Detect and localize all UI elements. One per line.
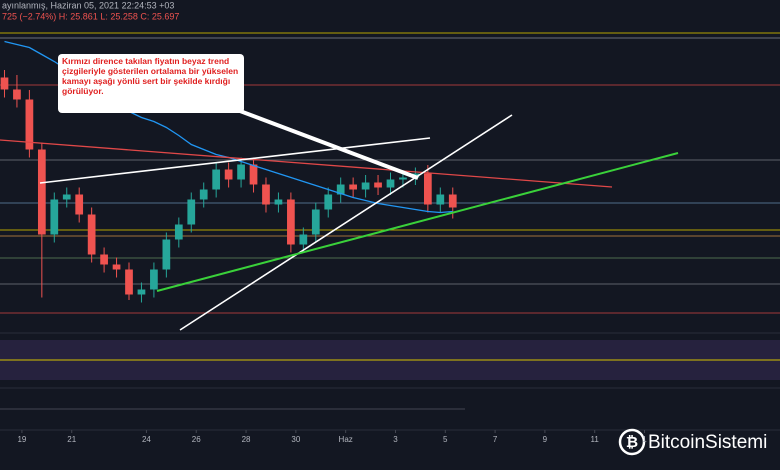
header-ohlc: 725 (−2.74%) H: 25.861 L: 25.258 C: 25.6… (2, 11, 179, 21)
candle-body (361, 182, 370, 190)
candle-body (374, 182, 382, 188)
candle-body (237, 164, 245, 180)
header-title: ayınlanmış, Haziran 05, 2021 22:24:53 +0… (2, 0, 174, 10)
candle-body (174, 224, 183, 240)
callout-box (58, 54, 244, 113)
callout: Kırmızı dirence takılan fiyatın beyaz tr… (62, 56, 239, 96)
candle-body (249, 164, 258, 185)
candle-body (187, 199, 196, 225)
x-tick-label: 24 (142, 435, 151, 444)
candles (0, 40, 457, 303)
x-tick-label: 9 (543, 435, 548, 444)
x-tick-label: 30 (291, 435, 300, 444)
annotation-text: Kırmızı dirence takılan fiyatın beyaz tr… (62, 56, 239, 96)
x-tick-label: 11 (591, 435, 600, 444)
x-tick-label: 26 (192, 435, 201, 444)
logo: BitcoinSistemi (648, 432, 767, 453)
candle-body (87, 214, 96, 255)
candle-body (274, 199, 283, 205)
logo-glyph: ₿ (626, 434, 638, 451)
candle-body (262, 184, 270, 205)
candle-body (162, 239, 171, 270)
logo-icon (618, 428, 646, 456)
x-tick-label: 7 (493, 435, 498, 444)
candle-body (62, 194, 71, 200)
x-tick-label: 19 (17, 435, 26, 444)
candle-body (287, 199, 295, 245)
candle-body (349, 184, 358, 190)
candle-body (150, 269, 158, 290)
x-tick-label: 21 (67, 435, 76, 444)
candle-body (311, 209, 320, 235)
candle-body (448, 194, 457, 208)
candle-body (50, 199, 59, 235)
candle-body (386, 179, 395, 188)
candle-body (224, 169, 233, 180)
candle-body (37, 149, 46, 235)
callout-arrow (231, 106, 419, 180)
candle-body (125, 269, 133, 295)
x-tick-label: 5 (443, 435, 448, 444)
candle-body (100, 254, 108, 265)
candle-body (0, 77, 9, 90)
candle-body (13, 89, 21, 100)
candle-body (423, 173, 432, 205)
x-tick-label: 1 (642, 435, 647, 444)
candle-body (399, 177, 407, 180)
candle-body (137, 289, 146, 295)
candle-body (25, 99, 34, 150)
candle-body (112, 264, 121, 270)
candle-body (324, 194, 333, 210)
resistance-line (0, 139, 613, 188)
candle-body (199, 189, 208, 200)
x-tick-label: 28 (242, 435, 251, 444)
candle-body (336, 184, 345, 195)
trend-line (39, 137, 431, 184)
candle-body (75, 194, 84, 215)
candle-body (299, 234, 308, 245)
x-tick-label: 3 (393, 435, 398, 444)
support-line (156, 152, 679, 292)
trend-line (179, 114, 513, 331)
x-tick-label: Haz (339, 435, 353, 444)
candle-body (436, 194, 445, 205)
candle-body (212, 169, 221, 190)
